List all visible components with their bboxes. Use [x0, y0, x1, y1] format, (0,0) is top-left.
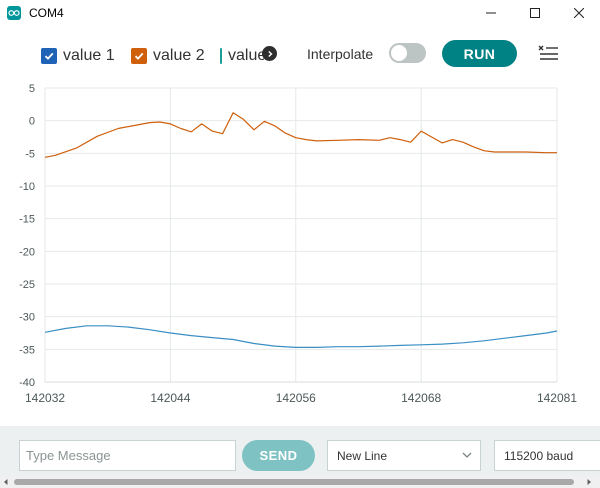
- line-ending-select[interactable]: New Line: [327, 440, 481, 471]
- legend-label: value 3: [228, 47, 264, 64]
- plotter-toolbar: value 1 value 2 value 3: [0, 26, 600, 82]
- baud-rate-value: 115200 baud: [504, 448, 574, 463]
- y-tick-label: -40: [19, 377, 35, 389]
- y-tick-label: -30: [19, 312, 35, 324]
- series-line-1: [44, 325, 558, 348]
- minimize-button[interactable]: [468, 0, 514, 26]
- y-tick-label: -35: [19, 344, 35, 356]
- close-icon: [574, 8, 584, 18]
- y-tick-label: -10: [19, 181, 35, 193]
- minimize-icon: [486, 12, 496, 14]
- line-ending-value: New Line: [337, 448, 388, 463]
- grid: [44, 87, 558, 383]
- clear-list-icon[interactable]: [538, 44, 560, 62]
- scroll-right-icon[interactable]: [585, 478, 593, 486]
- checkbox-unchecked-icon[interactable]: [220, 48, 222, 64]
- y-tick-label: -15: [19, 214, 35, 226]
- x-tick-label: 142044: [150, 391, 190, 405]
- series-line-2: [44, 112, 557, 158]
- y-tick-label: 5: [29, 83, 35, 95]
- legend-label: value 1: [63, 47, 115, 64]
- chevron-down-icon: [462, 452, 472, 458]
- title-bar: COM4: [0, 0, 600, 26]
- x-tick-label: 142081: [537, 391, 577, 405]
- interpolate-label: Interpolate: [307, 46, 374, 62]
- x-tick-label: 142068: [401, 391, 441, 405]
- window-title: COM4: [29, 6, 64, 20]
- maximize-icon: [530, 8, 540, 18]
- checkbox-checked-icon[interactable]: [41, 48, 57, 64]
- send-button[interactable]: SEND: [242, 440, 315, 471]
- legend-scroll-right-icon[interactable]: [262, 46, 277, 61]
- series-lines: [44, 112, 558, 348]
- x-tick-label: 142032: [25, 391, 65, 405]
- y-tick-label: 0: [29, 116, 35, 128]
- maximize-button[interactable]: [512, 0, 558, 26]
- x-tick-label: 142056: [276, 391, 316, 405]
- y-tick-label: -25: [19, 279, 35, 291]
- legend-item-value-3[interactable]: value 3: [220, 46, 264, 66]
- y-tick-label: -20: [19, 246, 35, 258]
- close-button[interactable]: [556, 0, 600, 26]
- y-tick-label: -5: [25, 148, 35, 160]
- interpolate-toggle[interactable]: [389, 43, 426, 63]
- checkbox-checked-icon[interactable]: [131, 48, 147, 64]
- legend-label: value 2: [153, 47, 205, 64]
- tick-labels: 5 0 -5 -10 -15 -20 -25 -30 -35 -40 142032 142044 142…: [19, 83, 577, 405]
- baud-rate-select[interactable]: 115200 baud: [494, 440, 600, 471]
- legend-item-value-1[interactable]: value 1: [41, 46, 115, 66]
- arduino-icon: [7, 6, 21, 20]
- horizontal-scrollbar[interactable]: [0, 476, 600, 488]
- scrollbar-thumb[interactable]: [14, 479, 574, 485]
- legend-item-value-2[interactable]: value 2: [131, 46, 205, 66]
- serial-plot-chart: 5 0 -5 -10 -15 -20 -25 -30 -35 -40 142032 142044 142…: [19, 83, 577, 405]
- message-input[interactable]: [19, 440, 236, 471]
- toggle-knob: [391, 45, 407, 61]
- run-button[interactable]: RUN: [442, 40, 517, 67]
- scroll-left-icon[interactable]: [2, 478, 10, 486]
